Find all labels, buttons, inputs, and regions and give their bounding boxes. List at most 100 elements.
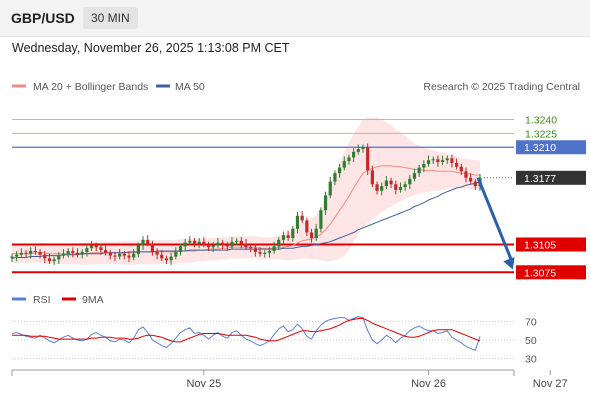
candle (192, 238, 197, 248)
candle (281, 231, 286, 245)
candle-body (127, 255, 131, 258)
candle-body (118, 253, 122, 257)
candles (10, 143, 482, 265)
candle (455, 158, 459, 170)
candle-body (211, 245, 215, 248)
candle-body (80, 251, 84, 255)
candle-body (75, 252, 80, 255)
candle-body (239, 240, 243, 244)
candle (450, 154, 454, 168)
candle (235, 238, 239, 246)
candle-body (426, 160, 431, 164)
x-axis: Nov 25 Nov 26 Nov 27 (11, 369, 568, 390)
candle-body (132, 253, 136, 258)
rsi-tick-70: 70 (525, 316, 537, 328)
candle (85, 244, 89, 257)
candle (188, 236, 192, 246)
candle (155, 248, 159, 260)
candle-body (183, 242, 187, 247)
candle-body (57, 255, 61, 260)
candle (267, 247, 271, 258)
candle-body (155, 251, 159, 255)
candle-body (436, 159, 440, 163)
candle (333, 170, 337, 186)
candle (10, 253, 14, 263)
candle (436, 155, 440, 167)
candle (314, 224, 318, 241)
candle-body (455, 162, 459, 167)
candle-body (417, 167, 421, 174)
candle (366, 143, 370, 176)
candle (249, 244, 253, 252)
candle (398, 182, 403, 193)
candle (19, 248, 23, 258)
candle-body (141, 239, 145, 246)
level-tag-text-1.3105: 1.3105 (524, 240, 556, 252)
candle-body (398, 187, 403, 190)
candle-body (108, 252, 112, 256)
candle (459, 163, 463, 176)
candle-body (464, 171, 468, 178)
candle (286, 230, 290, 241)
candle-body (174, 251, 178, 257)
candle-body (459, 166, 463, 172)
candle-body (384, 180, 388, 187)
candle-body (342, 161, 346, 168)
timeframe-badge[interactable]: 30 MIN (83, 7, 138, 29)
candle-body (412, 173, 417, 179)
bollinger-band (12, 117, 480, 265)
candle-body (263, 252, 267, 254)
level-tag-1.3177 (516, 170, 586, 185)
candle-body (370, 170, 374, 185)
candle (66, 248, 70, 258)
candle-body (85, 248, 89, 252)
candle (347, 154, 351, 165)
candle-body (24, 252, 28, 254)
candle-body (113, 255, 117, 257)
candle (384, 175, 388, 189)
level-tag-1.3210 (516, 140, 586, 155)
symbol-title: GBP/USD (11, 10, 75, 26)
candle-body (319, 210, 323, 229)
rsi-legend: RSI 9MA (12, 294, 104, 306)
candle-body (71, 250, 75, 253)
timestamp: Wednesday, November 26, 2025 1:13:08 PM … (12, 41, 290, 55)
candle-body (122, 253, 126, 256)
candle (80, 249, 84, 259)
candle (338, 163, 342, 178)
candle-body (94, 245, 98, 248)
candle (99, 243, 103, 255)
candle-body (272, 246, 276, 251)
candle (323, 191, 328, 215)
candle (75, 248, 80, 258)
candle (33, 246, 37, 255)
candle-body (216, 242, 220, 246)
candle (291, 225, 295, 242)
candle-body (33, 250, 37, 252)
level-tag-text-1.3177: 1.3177 (524, 173, 556, 185)
x-tick-label: Nov 26 (411, 378, 446, 390)
candle-body (333, 173, 337, 182)
candle (94, 242, 98, 251)
candle-body (249, 247, 253, 249)
candle (431, 156, 435, 164)
attribution: Research © 2025 Trading Central (423, 81, 580, 93)
candle (118, 249, 122, 260)
candle-body (89, 245, 94, 249)
candle-body (244, 243, 248, 248)
candle (71, 247, 75, 258)
candle (445, 155, 449, 164)
candle-body (422, 163, 426, 168)
candle (136, 242, 140, 258)
rsi-line (11, 316, 481, 351)
candle (150, 240, 154, 256)
candle (239, 237, 243, 249)
chart-header: GBP/USD 30 MIN (0, 0, 590, 37)
candle (342, 156, 346, 171)
candle (230, 237, 234, 250)
candle-body (380, 186, 384, 191)
candle-body (202, 241, 206, 245)
candle-body (440, 160, 445, 163)
forecast-arrow-head (503, 257, 515, 270)
candle (352, 148, 356, 163)
